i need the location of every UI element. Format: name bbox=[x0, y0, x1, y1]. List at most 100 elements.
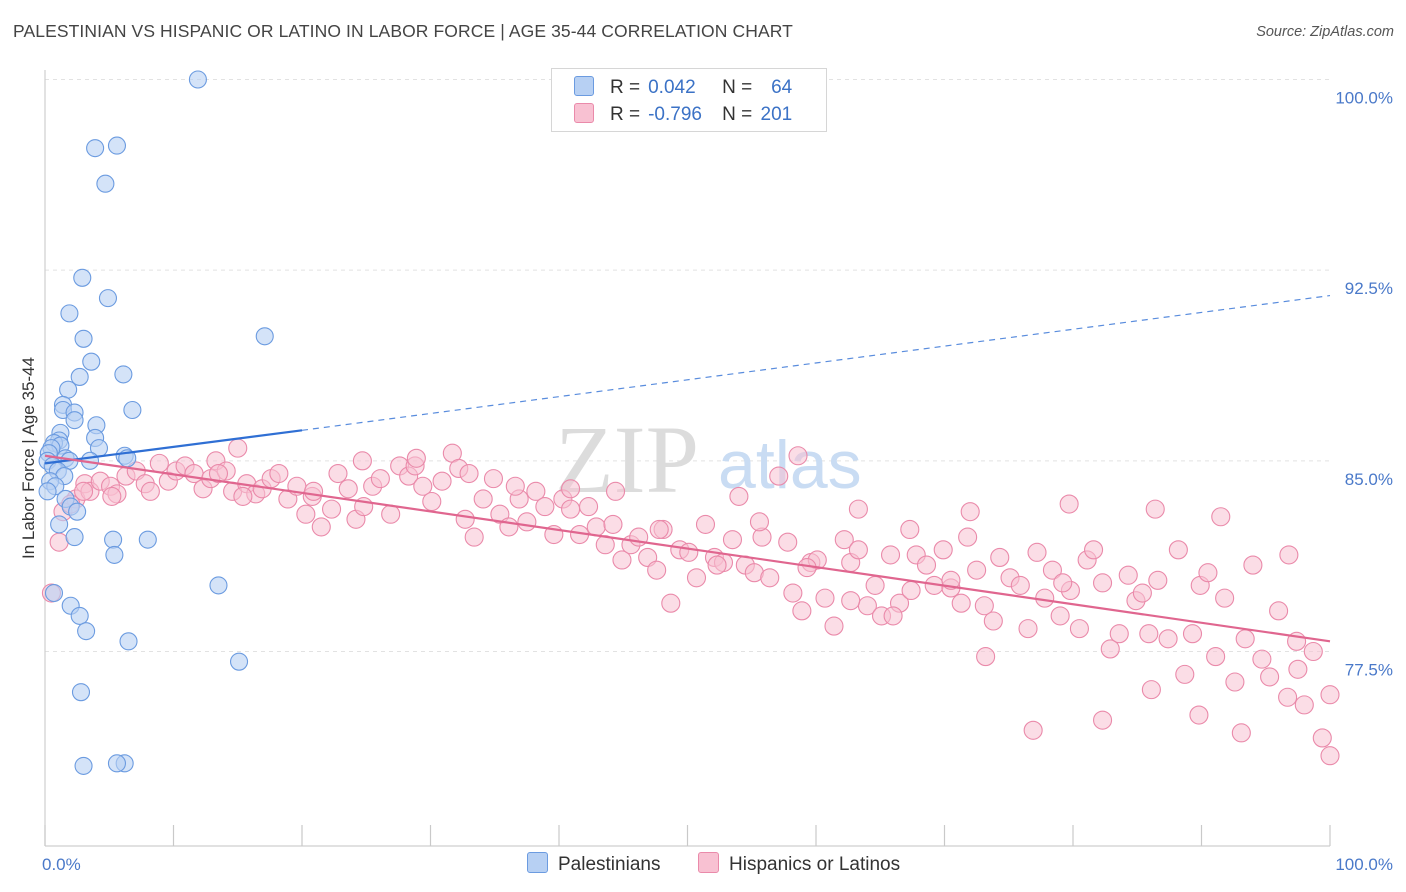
hispanic-point bbox=[612, 550, 632, 570]
legend-r-label: R = bbox=[610, 104, 641, 125]
hispanic-point bbox=[328, 463, 348, 484]
hispanic-point bbox=[1145, 499, 1165, 519]
legend-swatch-blue bbox=[574, 76, 594, 96]
palestinian-point bbox=[209, 576, 228, 595]
x-tick-label: 0.0% bbox=[42, 855, 81, 874]
hispanic-point bbox=[974, 596, 994, 616]
hispanic-point bbox=[74, 481, 94, 501]
hispanic-point bbox=[1093, 710, 1113, 730]
hispanic-point bbox=[208, 463, 229, 484]
hispanic-point bbox=[1252, 649, 1272, 669]
hispanic-point bbox=[848, 540, 868, 560]
palestinian-point bbox=[77, 622, 96, 641]
palestinian-point bbox=[70, 367, 89, 386]
palestinian-point bbox=[105, 545, 124, 564]
hispanic-point bbox=[1175, 664, 1195, 684]
hispanic-point bbox=[1027, 542, 1047, 562]
hispanic-point bbox=[824, 616, 844, 636]
palestinian-point bbox=[98, 289, 118, 308]
hispanic-point bbox=[483, 469, 504, 489]
hispanic-point bbox=[505, 476, 525, 496]
bottom-legend-label: Hispanics or Latinos bbox=[729, 854, 901, 875]
hispanic-point bbox=[1269, 601, 1289, 621]
palestinian-point bbox=[70, 606, 89, 625]
palestinian-point bbox=[229, 652, 249, 671]
hispanic-point bbox=[990, 547, 1010, 567]
hispanic-point bbox=[102, 486, 122, 506]
palestinian-point bbox=[38, 482, 57, 501]
hispanic-point bbox=[880, 545, 901, 565]
hispanic-point bbox=[1288, 659, 1308, 679]
hispanic-point bbox=[788, 446, 808, 466]
palestinian-point bbox=[59, 380, 78, 399]
hispanic-point bbox=[406, 448, 426, 468]
palestinian-trend-extension bbox=[301, 294, 1331, 431]
hispanic-point bbox=[1139, 624, 1159, 644]
hispanic-point bbox=[1059, 494, 1079, 514]
hispanic-trend-line bbox=[44, 454, 1331, 643]
hispanic-point bbox=[322, 499, 342, 519]
hispanic-point bbox=[579, 497, 599, 517]
hispanic-point bbox=[1042, 560, 1062, 580]
palestinian-points bbox=[38, 70, 274, 775]
hispanic-point bbox=[1109, 624, 1129, 644]
palestinian-point bbox=[44, 583, 64, 603]
legend-row-palestinians: R = 0.042 N = 64 bbox=[574, 76, 792, 100]
watermark-zip: ZIP bbox=[555, 406, 699, 513]
hispanic-point bbox=[1158, 629, 1178, 649]
hispanic-point bbox=[1010, 575, 1030, 595]
hispanic-point bbox=[976, 647, 996, 667]
hispanic-point bbox=[296, 504, 316, 524]
hispanic-point bbox=[1018, 619, 1038, 639]
hispanic-point bbox=[1118, 565, 1138, 585]
hispanic-point bbox=[695, 514, 716, 534]
hispanic-point bbox=[304, 481, 324, 501]
hispanic-point bbox=[1278, 687, 1298, 707]
palestinian-point bbox=[107, 754, 127, 773]
legend-n-label: N = bbox=[722, 77, 753, 98]
hispanic-point bbox=[1211, 507, 1231, 527]
palestinian-point bbox=[68, 502, 87, 521]
hispanic-point bbox=[605, 481, 626, 501]
hispanic-point bbox=[1215, 588, 1235, 608]
axes bbox=[44, 70, 1331, 847]
tick-labels: 77.5% 85.0% 92.5% 100.0% 0.0% 100.0% bbox=[42, 89, 1393, 875]
hispanic-point bbox=[900, 519, 920, 540]
hispanic-point bbox=[865, 575, 885, 595]
hispanic-point bbox=[1279, 545, 1299, 565]
hispanic-point bbox=[883, 606, 903, 626]
hispanic-point bbox=[834, 530, 854, 550]
hispanic-point bbox=[526, 481, 546, 501]
legend-n-label: N = bbox=[722, 104, 753, 125]
palestinian-point bbox=[74, 756, 93, 775]
bottom-legend-swatch-blue bbox=[527, 852, 548, 873]
hispanic-point bbox=[1168, 540, 1188, 560]
palestinian-point bbox=[107, 136, 127, 155]
hispanic-point bbox=[1206, 647, 1226, 667]
hispanic-point bbox=[792, 601, 812, 621]
hispanic-point bbox=[455, 509, 475, 529]
hispanic-point bbox=[1231, 723, 1251, 743]
legend-r-label: R = bbox=[610, 77, 641, 98]
hispanic-point bbox=[933, 540, 953, 560]
palestinian-point bbox=[73, 268, 92, 287]
hispanic-point bbox=[679, 542, 699, 562]
gridlines bbox=[45, 79, 1330, 652]
hispanic-point bbox=[815, 588, 835, 608]
hispanic-point bbox=[149, 453, 169, 473]
palestinian-point bbox=[188, 70, 207, 89]
hispanic-point bbox=[1320, 685, 1340, 705]
legend-n-value: 64 bbox=[771, 77, 793, 98]
hispanic-point bbox=[951, 593, 971, 613]
palestinian-point bbox=[114, 365, 133, 384]
hispanic-point bbox=[311, 517, 331, 537]
hispanic-point bbox=[1260, 667, 1280, 687]
hispanic-point bbox=[1053, 573, 1073, 593]
legend-swatch-pink bbox=[574, 103, 594, 123]
hispanic-point bbox=[1303, 641, 1323, 662]
hispanic-point bbox=[140, 481, 160, 501]
hispanic-point bbox=[586, 517, 606, 537]
hispanic-point bbox=[1243, 555, 1263, 575]
bottom-legend-label: Palestinians bbox=[558, 854, 661, 875]
bottom-legend-hispanics: Hispanics or Latinos bbox=[698, 852, 900, 876]
